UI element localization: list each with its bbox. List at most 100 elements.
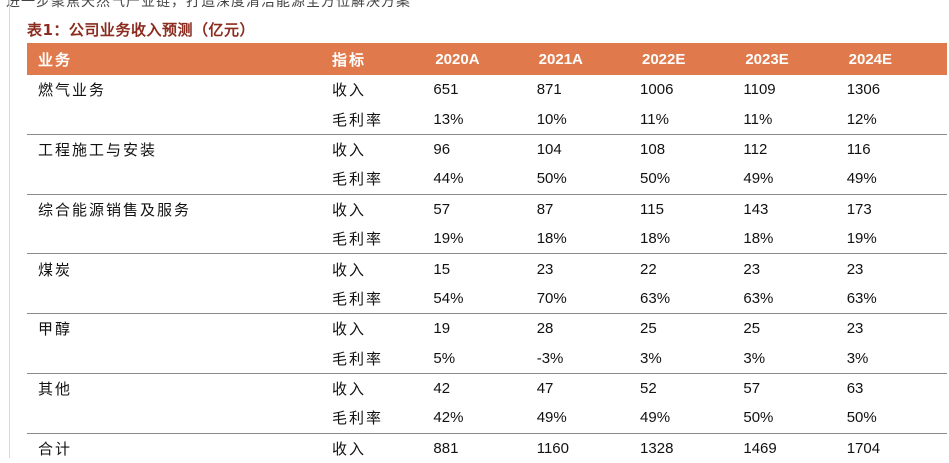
cell-indicator: 毛利率 [332, 170, 384, 189]
cell-value: 63% [846, 289, 877, 307]
cell-value: 173 [846, 200, 872, 218]
cell-value: 23 [743, 260, 761, 278]
cell-value: 19% [433, 230, 464, 248]
header-year: 2021A [538, 50, 583, 68]
cell-indicator: 毛利率 [332, 230, 384, 249]
cell-value: 49% [743, 170, 774, 188]
cell-value: 63% [640, 289, 671, 307]
cell-value: 70% [536, 289, 567, 307]
table-row: 毛利率 54% 70% 63% 63% 63% [27, 284, 947, 313]
cell-value: 96 [433, 140, 451, 158]
cut-off-text: 进一步聚焦天然气产业链，打造深度清洁能源全方位解决方案 [6, 0, 411, 10]
cell-value: 3% [846, 349, 869, 367]
cell-indicator: 收入 [332, 439, 367, 458]
cell-indicator: 收入 [332, 260, 367, 279]
cell-value: 143 [743, 200, 769, 218]
header-year: 2023E [745, 50, 789, 68]
cell-value: 42 [433, 380, 451, 398]
cell-value: 50% [743, 409, 774, 427]
cell-value: 5% [433, 349, 456, 367]
cell-value: 15 [433, 260, 451, 278]
cell-value: 108 [640, 140, 666, 158]
cell-business: 燃气业务 [38, 81, 107, 100]
table-row: 甲醇 收入 19 28 25 25 23 [27, 313, 947, 343]
cell-value: 49% [640, 409, 671, 427]
cell-value: 63 [846, 380, 864, 398]
header-year: 2024E [848, 50, 893, 68]
cell-value: 104 [536, 140, 562, 158]
cell-value: 50% [846, 409, 877, 427]
table-row: 毛利率 13% 10% 11% 11% 12% [27, 104, 947, 133]
table-header-row: 业务 指标 2020A 2021A 2022E 2023E 2024E [27, 43, 947, 75]
forecast-table: 业务 指标 2020A 2021A 2022E 2023E 2024E 燃气业务… [27, 43, 947, 463]
cell-value: 11% [743, 110, 773, 128]
cell-indicator: 毛利率 [332, 409, 384, 428]
cell-value: 3% [640, 349, 662, 367]
cell-value: 63% [743, 289, 774, 307]
cell-value: 87 [536, 200, 554, 218]
table-row: 煤炭 收入 15 23 22 23 23 [27, 253, 947, 283]
table-row: 综合能源销售及服务 收入 57 87 115 143 173 [27, 193, 947, 224]
cell-value: 50% [640, 170, 671, 188]
cell-value: 57 [433, 200, 451, 218]
cell-value: 116 [846, 140, 871, 158]
cell-value: 18% [536, 230, 567, 248]
table-row: 毛利率 5% -3% 3% 3% 3% [27, 344, 947, 373]
cell-value: 1306 [846, 81, 881, 99]
cell-value: 28 [536, 320, 554, 338]
table-row: 工程施工与安装 收入 96 104 108 112 116 [27, 133, 947, 164]
cell-value: 1006 [640, 81, 674, 99]
table-row: 毛利率 19% 18% 18% 18% 19% [27, 224, 947, 253]
header-indicator: 指标 [332, 50, 367, 69]
cell-value: 1469 [743, 439, 777, 457]
cell-business: 煤炭 [38, 260, 73, 279]
cell-indicator: 收入 [332, 380, 367, 399]
cell-indicator: 毛利率 [332, 289, 384, 308]
cell-value: 25 [640, 320, 657, 338]
table-row: 毛利率 44% 50% 50% 49% 49% [27, 164, 947, 193]
cell-value: 1160 [536, 439, 569, 457]
cell-value: 54% [433, 289, 464, 307]
cell-value: 49% [536, 409, 567, 427]
left-margin-rule [9, 0, 10, 458]
cell-indicator: 收入 [332, 81, 367, 100]
cell-value: 42% [433, 409, 464, 427]
cell-business: 其他 [38, 380, 73, 399]
cell-value: 12% [846, 110, 877, 128]
cell-value: 651 [433, 81, 459, 99]
cell-value: 10% [536, 110, 567, 128]
table-row: 毛利率 42% 49% 49% 50% 50% [27, 403, 947, 432]
cell-business: 工程施工与安装 [38, 140, 158, 159]
cell-value: 1704 [846, 439, 881, 457]
cell-value: 13% [433, 110, 464, 128]
cell-value: 19% [846, 230, 877, 248]
cell-indicator: 收入 [332, 200, 367, 219]
cell-value: 11% [640, 110, 669, 128]
cell-value: 19 [433, 320, 451, 338]
cell-value: 57 [743, 380, 761, 398]
cell-value: 3% [743, 349, 766, 367]
cell-indicator: 收入 [332, 320, 367, 339]
cell-business: 甲醇 [38, 320, 73, 339]
table-row: 燃气业务 收入 651 871 1006 1109 1306 [27, 75, 947, 104]
cell-value: 115 [640, 200, 664, 218]
header-year: 2022E [642, 50, 686, 68]
cell-value: 23 [536, 260, 554, 278]
cell-value: 112 [743, 140, 768, 158]
table-row: 合计 收入 881 1160 1328 1469 1704 [27, 432, 947, 463]
cell-value: 871 [536, 81, 562, 99]
cell-value: -3% [536, 349, 564, 367]
header-year: 2020A [435, 50, 480, 68]
cell-value: 49% [846, 170, 877, 188]
cell-value: 18% [640, 230, 671, 248]
cell-value: 25 [743, 320, 761, 338]
cell-indicator: 毛利率 [332, 110, 384, 129]
cell-business: 综合能源销售及服务 [38, 200, 192, 219]
cell-value: 1328 [640, 439, 674, 457]
cell-value: 50% [536, 170, 567, 188]
table-body: 燃气业务 收入 651 871 1006 1109 1306 毛利率 13% 10% 11% 11% 1… [27, 75, 947, 463]
cell-value: 47 [536, 380, 554, 398]
cell-value: 23 [846, 320, 864, 338]
cell-value: 44% [433, 170, 464, 188]
cell-indicator: 收入 [332, 140, 367, 159]
